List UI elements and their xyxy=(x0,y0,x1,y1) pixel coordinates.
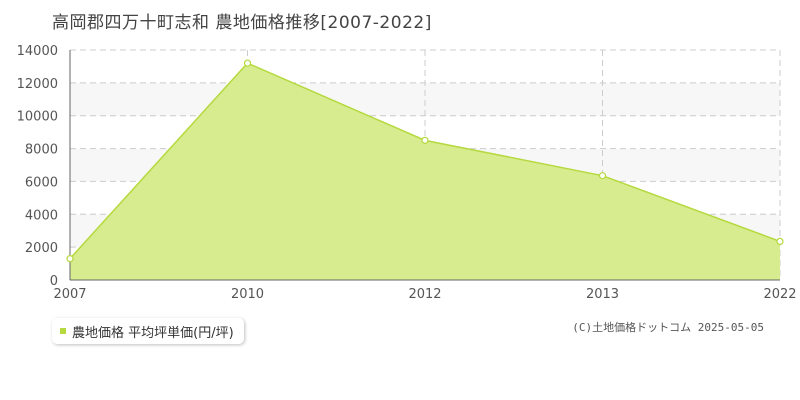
x-tick-labels: 2007 2010 2012 2013 2022 xyxy=(53,287,796,302)
y-tick-label: 0 xyxy=(50,274,58,289)
data-point xyxy=(66,255,74,263)
x-tick-label: 2012 xyxy=(408,287,441,302)
data-point xyxy=(243,59,252,67)
y-tick-label: 14000 xyxy=(17,44,58,59)
y-tick-label: 10000 xyxy=(17,110,58,125)
axes xyxy=(69,50,780,281)
copyright-text: (C)土地価格ドットコム 2025-05-05 xyxy=(572,321,764,334)
legend-label: 農地価格 平均坪単価(円/坪) xyxy=(72,325,234,341)
y-tick-label: 4000 xyxy=(25,208,58,223)
data-markers xyxy=(66,59,784,263)
x-tick-label: 2022 xyxy=(763,287,796,302)
y-tick-label: 12000 xyxy=(17,77,58,92)
data-point xyxy=(421,136,429,144)
x-tick-label: 2013 xyxy=(586,287,619,302)
y-tick-label: 6000 xyxy=(25,175,58,190)
x-tick-label: 2010 xyxy=(231,287,264,302)
series-area xyxy=(70,63,780,281)
y-tick-labels: 0 2000 4000 6000 8000 10000 12000 14000 xyxy=(17,44,58,289)
legend: 農地価格 平均坪単価(円/坪) xyxy=(52,318,244,344)
data-point xyxy=(776,237,784,245)
data-point xyxy=(598,172,607,180)
x-tick-label: 2007 xyxy=(53,287,86,302)
chart-title: 高岡郡四万十町志和 農地価格推移[2007-2022] xyxy=(52,13,432,33)
y-tick-label: 2000 xyxy=(25,241,58,256)
y-tick-label: 8000 xyxy=(25,143,58,158)
legend-marker xyxy=(60,328,66,334)
